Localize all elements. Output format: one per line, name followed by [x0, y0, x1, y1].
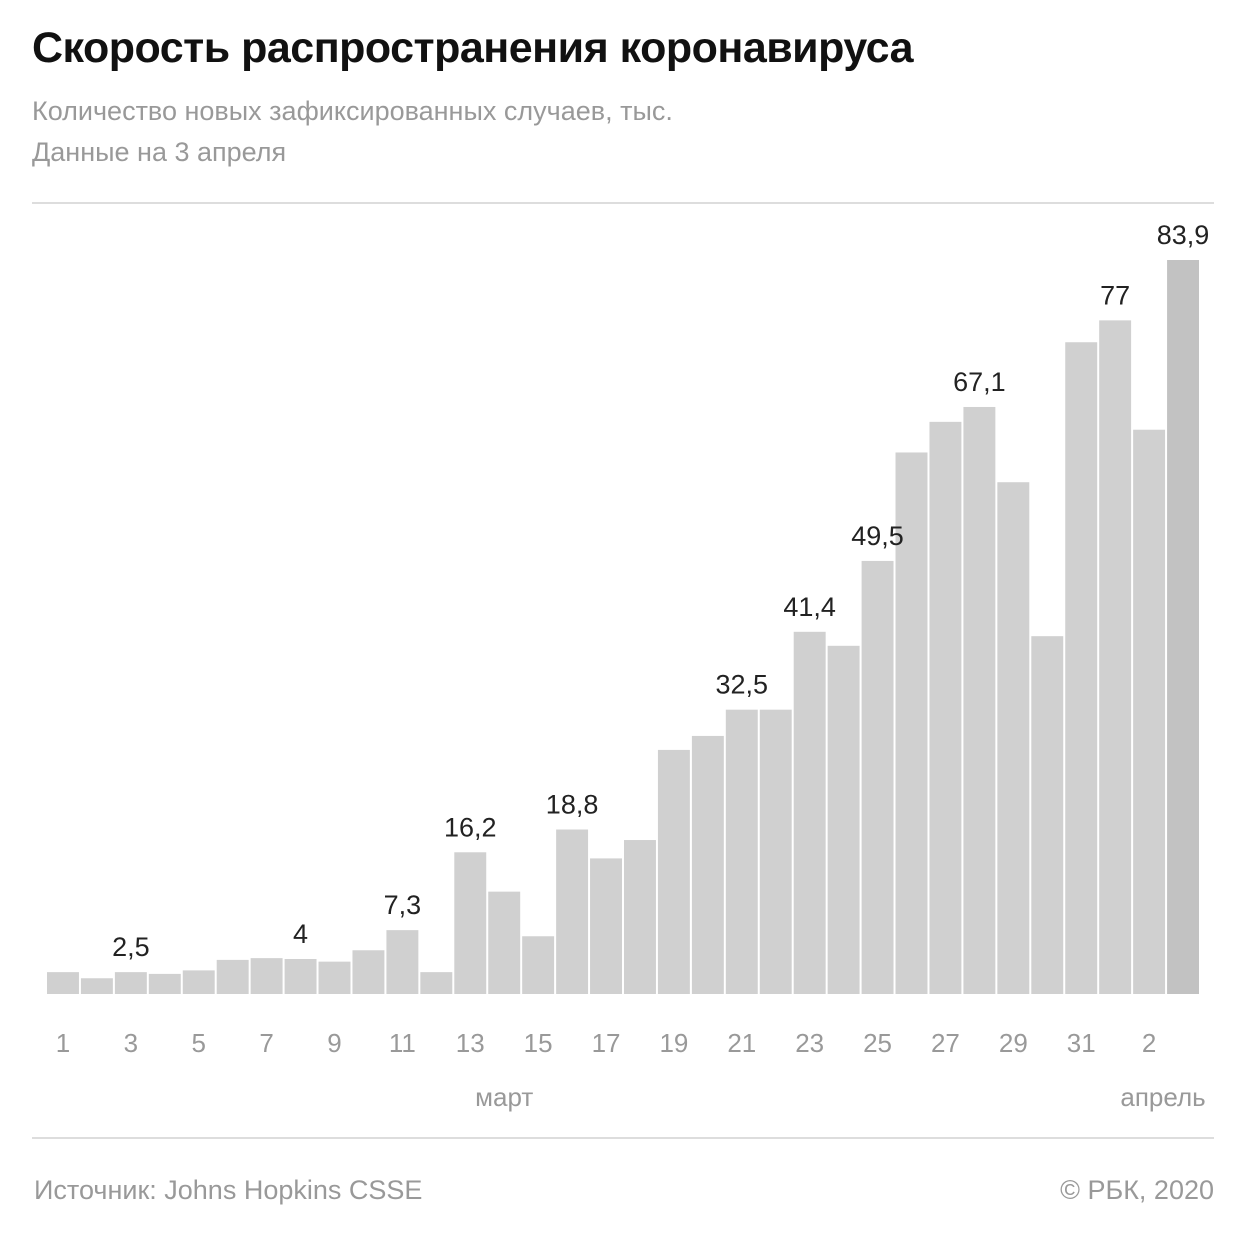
bar — [895, 452, 928, 994]
x-tick-label: 2 — [1142, 1028, 1156, 1058]
chart-subtitle: Количество новых зафиксированных случаев… — [32, 96, 673, 126]
bar — [114, 972, 147, 994]
bar — [657, 749, 690, 994]
bar — [691, 735, 724, 994]
x-tick-label: 9 — [327, 1028, 341, 1058]
x-tick-label: 25 — [863, 1028, 892, 1058]
bar — [556, 829, 589, 994]
bar — [1099, 320, 1132, 994]
bar — [454, 852, 487, 994]
bar — [929, 421, 962, 995]
x-tick-label: 1 — [56, 1028, 70, 1058]
copyright: © РБК, 2020 — [1060, 1175, 1214, 1205]
bar — [1031, 636, 1064, 994]
bottom-divider — [32, 1137, 1214, 1139]
data-label: 16,2 — [444, 812, 497, 842]
bar — [624, 840, 656, 994]
x-tick-label: 5 — [192, 1028, 206, 1058]
bar — [182, 970, 215, 994]
data-label: 32,5 — [716, 670, 769, 700]
bar — [963, 406, 996, 994]
bar — [216, 959, 249, 994]
x-tick-label: 7 — [259, 1028, 273, 1058]
bar — [1167, 260, 1199, 994]
bar — [522, 936, 555, 994]
bar — [318, 961, 351, 994]
bar — [827, 645, 860, 994]
data-label: 4 — [293, 919, 308, 949]
data-label: 49,5 — [851, 521, 904, 551]
x-tick-label: 11 — [389, 1028, 416, 1058]
data-label: 2,5 — [112, 932, 150, 962]
data-label: 41,4 — [783, 592, 836, 622]
bar — [759, 709, 792, 994]
bar — [386, 930, 419, 994]
x-tick-label: 19 — [659, 1028, 688, 1058]
x-tick-label: 29 — [999, 1028, 1028, 1058]
bar — [420, 972, 453, 994]
data-label: 67,1 — [953, 367, 1006, 397]
bar — [488, 891, 521, 994]
bar — [47, 972, 79, 994]
bar — [861, 560, 894, 994]
bar — [1133, 429, 1166, 995]
top-divider — [32, 202, 1214, 204]
bar — [80, 978, 113, 994]
bar — [997, 482, 1030, 994]
data-label: 7,3 — [384, 890, 422, 920]
date-note: Данные на 3 апреля — [32, 137, 287, 167]
x-tick-label: 15 — [524, 1028, 553, 1058]
bar — [352, 950, 385, 994]
data-label: 83,9 — [1157, 220, 1210, 250]
x-tick-label: 31 — [1067, 1028, 1096, 1058]
x-tick-label: 21 — [727, 1028, 756, 1058]
month-label: апрель — [1120, 1082, 1205, 1112]
bar — [725, 709, 758, 994]
x-tick-label: 23 — [795, 1028, 824, 1058]
bar — [590, 858, 622, 994]
source-note: Источник: Johns Hopkins CSSE — [34, 1175, 423, 1205]
x-tick-label: 27 — [931, 1028, 960, 1058]
bar — [148, 973, 181, 994]
month-label: март — [475, 1082, 533, 1112]
x-tick-label: 13 — [456, 1028, 485, 1058]
chart-title: Скорость распространения коронавируса — [32, 24, 914, 72]
bar — [250, 958, 283, 994]
data-label: 77 — [1100, 280, 1130, 310]
x-tick-label: 3 — [124, 1028, 138, 1058]
x-tick-label: 17 — [592, 1028, 621, 1058]
bar — [793, 631, 826, 994]
bar — [284, 959, 317, 994]
data-label: 18,8 — [546, 790, 599, 820]
bar — [1065, 342, 1098, 995]
